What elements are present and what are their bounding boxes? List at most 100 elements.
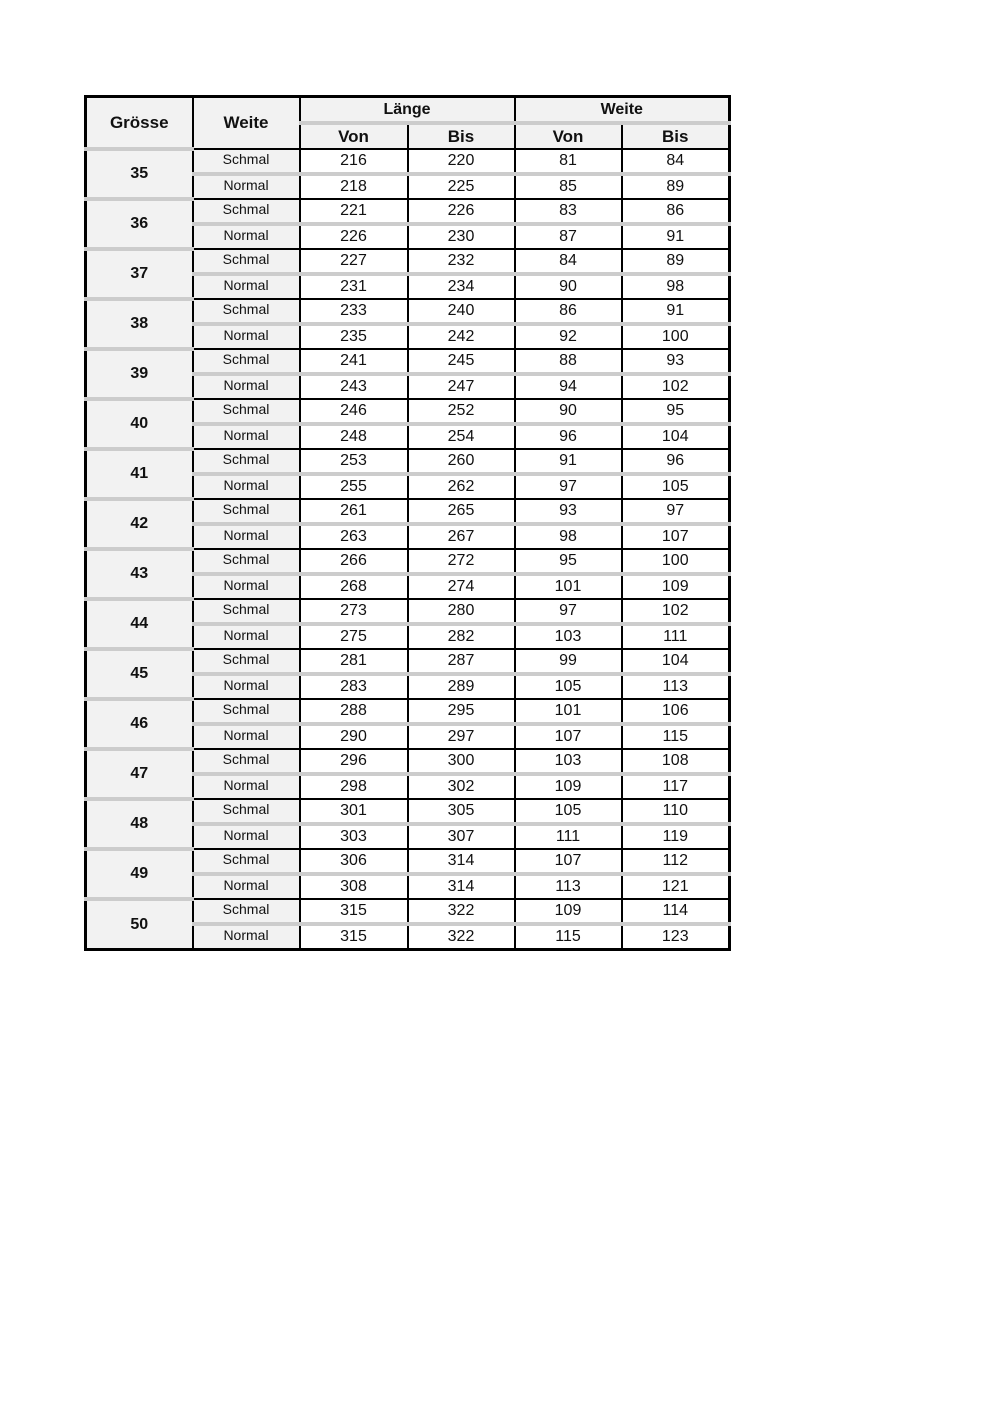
- w-to-cell: 113: [620, 672, 730, 699]
- width-type-cell: Normal: [191, 522, 300, 549]
- table-row: Normal 283 289 105 113: [86, 672, 730, 699]
- w-from-cell: 113: [513, 872, 622, 899]
- w-to-cell: 86: [620, 198, 730, 224]
- width-type-cell: Normal: [191, 422, 300, 449]
- w-to-cell: 121: [620, 872, 730, 899]
- size-cell: 50: [85, 897, 193, 950]
- width-type-cell: Schmal: [191, 348, 300, 374]
- width-type-cell: Normal: [191, 672, 300, 699]
- size-cell: 35: [85, 147, 193, 199]
- len-from-cell: 308: [298, 872, 408, 899]
- width-type-cell: Normal: [191, 872, 300, 899]
- len-to-cell: 314: [406, 848, 515, 874]
- width-type-cell: Schmal: [191, 298, 300, 324]
- len-from-cell: 255: [298, 472, 408, 499]
- size-table: Grösse Weite Länge Weite Von Bis Von Bis…: [84, 95, 732, 951]
- w-from-cell: 107: [513, 848, 622, 874]
- w-to-cell: 104: [620, 648, 730, 674]
- width-type-cell: Normal: [191, 922, 300, 950]
- len-from-cell: 290: [298, 722, 408, 749]
- width-type-cell: Normal: [191, 172, 300, 199]
- w-from-cell: 107: [513, 722, 622, 749]
- len-from-cell: 218: [298, 172, 408, 199]
- w-to-cell: 97: [620, 498, 730, 524]
- size-cell: 49: [85, 847, 193, 899]
- width-type-cell: Schmal: [191, 798, 300, 824]
- len-from-cell: 298: [298, 772, 408, 799]
- w-from-cell: 95: [513, 548, 622, 574]
- table-row: 37 Schmal 227 232 84 89: [85, 247, 730, 299]
- width-type-cell: Normal: [191, 272, 300, 299]
- len-to-cell: 245: [406, 348, 515, 374]
- len-to-cell: 305: [406, 798, 515, 824]
- len-from-cell: 226: [298, 222, 408, 249]
- w-to-cell: 93: [620, 348, 730, 374]
- size-cell: 41: [85, 447, 193, 499]
- w-from-cell: 97: [513, 472, 622, 499]
- width-type-cell: Schmal: [191, 848, 300, 874]
- w-to-cell: 102: [620, 372, 730, 399]
- len-to-cell: 225: [406, 172, 515, 199]
- header-width-to: Bis: [620, 123, 730, 149]
- size-cell: 46: [85, 697, 193, 749]
- len-to-cell: 282: [406, 622, 515, 649]
- width-type-cell: Schmal: [191, 448, 300, 474]
- table-row: 39 Schmal 241 245 88 93: [85, 347, 730, 399]
- w-from-cell: 103: [513, 622, 622, 649]
- width-type-cell: Normal: [191, 822, 300, 849]
- len-from-cell: 315: [298, 898, 408, 924]
- len-from-cell: 281: [298, 648, 408, 674]
- table-row: Normal 275 282 103 111: [86, 622, 730, 649]
- table-row: 38 Schmal 233 240 86 91: [85, 297, 730, 349]
- table-row: Normal 255 262 97 105: [86, 472, 730, 499]
- table-row: Normal 315 322 115 123: [86, 922, 730, 950]
- table-row: 36 Schmal 221 226 83 86: [85, 197, 730, 249]
- w-to-cell: 104: [620, 422, 730, 449]
- table-row: Normal 248 254 96 104: [86, 422, 730, 449]
- table-row: 49 Schmal 306 314 107 112: [85, 847, 730, 899]
- header-width-from: Von: [513, 123, 622, 149]
- w-from-cell: 88: [513, 348, 622, 374]
- w-to-cell: 111: [620, 622, 730, 649]
- w-to-cell: 98: [620, 272, 730, 299]
- width-type-cell: Schmal: [191, 398, 300, 424]
- table-row: 35 Schmal 216 220 81 84: [85, 147, 730, 199]
- w-from-cell: 109: [513, 898, 622, 924]
- len-to-cell: 242: [406, 322, 515, 349]
- w-from-cell: 111: [513, 822, 622, 849]
- w-from-cell: 109: [513, 772, 622, 799]
- size-cell: 37: [85, 247, 193, 299]
- w-from-cell: 92: [513, 322, 622, 349]
- len-to-cell: 262: [406, 472, 515, 499]
- len-from-cell: 253: [298, 448, 408, 474]
- table-row: Normal 235 242 92 100: [86, 322, 730, 349]
- len-to-cell: 230: [406, 222, 515, 249]
- size-cell: 39: [85, 347, 193, 399]
- w-from-cell: 91: [513, 448, 622, 474]
- table-row: 43 Schmal 266 272 95 100: [85, 547, 730, 599]
- len-from-cell: 227: [298, 248, 408, 274]
- header-width: Weite: [191, 96, 300, 149]
- width-type-cell: Normal: [191, 472, 300, 499]
- w-from-cell: 103: [513, 748, 622, 774]
- width-type-cell: Normal: [191, 572, 300, 599]
- len-from-cell: 263: [298, 522, 408, 549]
- len-to-cell: 247: [406, 372, 515, 399]
- w-to-cell: 100: [620, 322, 730, 349]
- w-to-cell: 106: [620, 698, 730, 724]
- len-from-cell: 296: [298, 748, 408, 774]
- len-from-cell: 243: [298, 372, 408, 399]
- table-row: Normal 290 297 107 115: [86, 722, 730, 749]
- w-from-cell: 99: [513, 648, 622, 674]
- w-to-cell: 91: [620, 298, 730, 324]
- len-from-cell: 288: [298, 698, 408, 724]
- len-to-cell: 234: [406, 272, 515, 299]
- table-row: Normal 268 274 101 109: [86, 572, 730, 599]
- size-cell: 36: [85, 197, 193, 249]
- table-row: Normal 263 267 98 107: [86, 522, 730, 549]
- len-from-cell: 283: [298, 672, 408, 699]
- width-type-cell: Schmal: [191, 898, 300, 924]
- len-from-cell: 221: [298, 198, 408, 224]
- width-type-cell: Normal: [191, 372, 300, 399]
- w-to-cell: 91: [620, 222, 730, 249]
